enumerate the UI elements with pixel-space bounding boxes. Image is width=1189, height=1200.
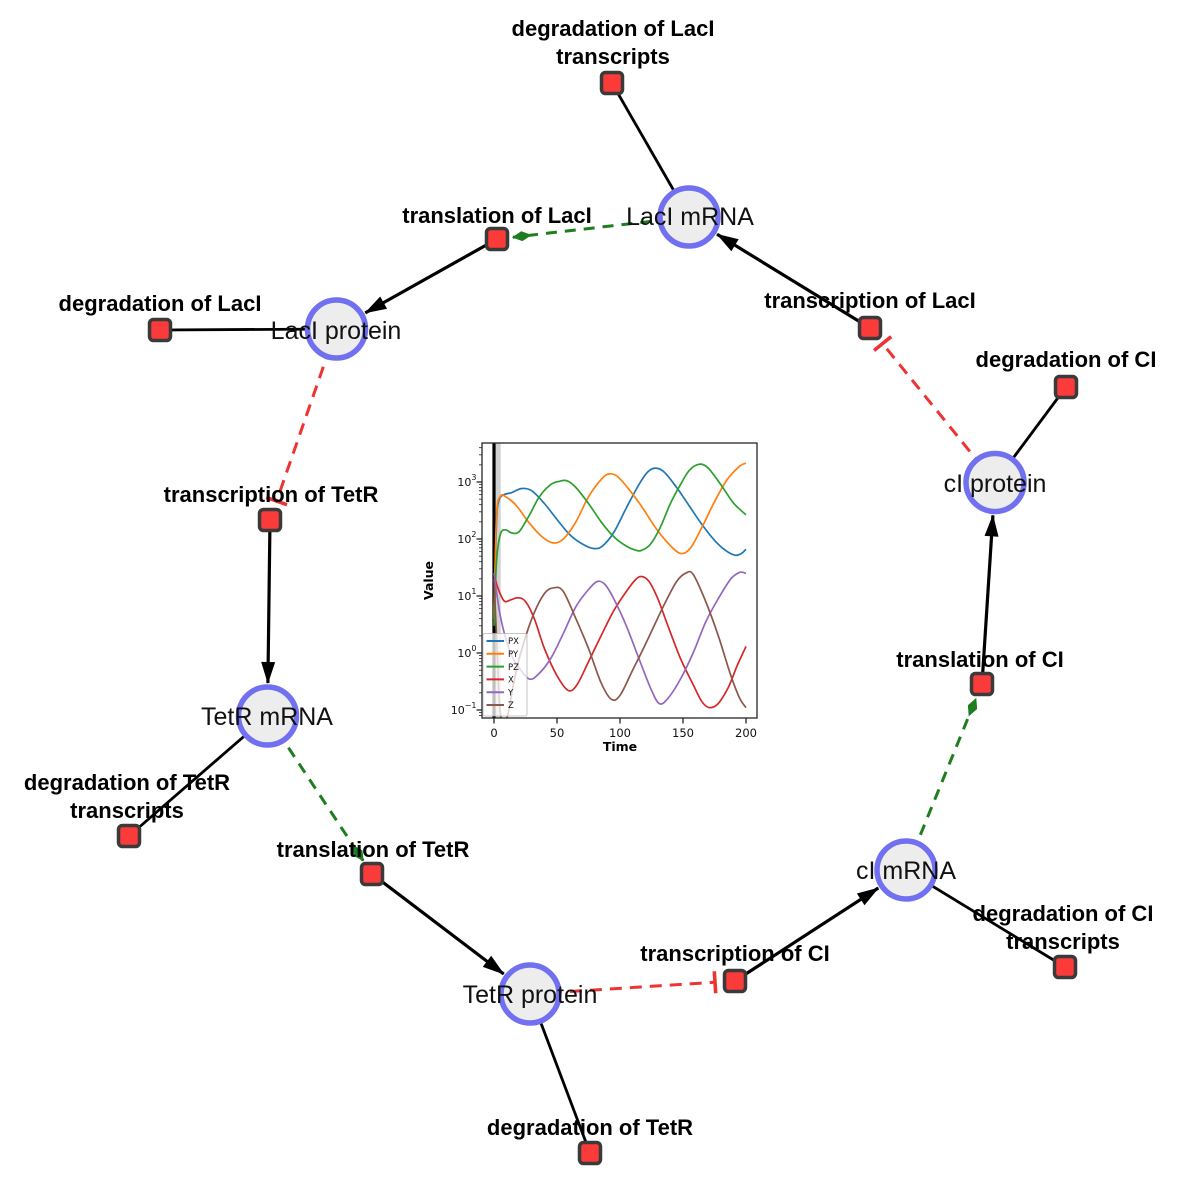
reaction-label: transcripts bbox=[556, 44, 670, 69]
species-label: LacI mRNA bbox=[626, 203, 754, 231]
edges bbox=[128, 82, 1068, 1154]
legend-entry-pz: PZ bbox=[508, 663, 519, 673]
reaction-label: degradation of LacI bbox=[59, 291, 262, 316]
reaction-node-transcription-of-ci bbox=[722, 968, 748, 994]
y-tick-label: 103 bbox=[457, 473, 476, 489]
y-tick-label: 100 bbox=[457, 644, 476, 660]
labels: degradation of LacI transcripts translat… bbox=[24, 16, 1157, 1140]
reaction-label: transcripts bbox=[1006, 929, 1120, 954]
reaction-node-translation-of-tetr bbox=[359, 861, 385, 887]
reaction-label: transcription of LacI bbox=[764, 288, 975, 313]
reaction-label: degradation of TetR bbox=[24, 770, 230, 795]
reaction-label: degradation of TetR bbox=[487, 1115, 693, 1140]
y-tick-label: 10−1 bbox=[451, 701, 477, 717]
legend-entry-x: X bbox=[508, 676, 514, 686]
species-label: TetR protein bbox=[463, 981, 598, 1009]
x-tick-label: 150 bbox=[672, 726, 694, 740]
species-node-laci-protein bbox=[304, 297, 369, 361]
reaction-node-transcription-of-tetr bbox=[257, 507, 283, 533]
species-node-tetr-protein bbox=[498, 962, 562, 1026]
edge-transcription-laci-to-laci-mrna bbox=[716, 232, 871, 330]
reaction-node-degradation-of-tetr bbox=[577, 1140, 603, 1166]
edge-translation-laci-to-laci-protein bbox=[364, 237, 498, 315]
reaction-node-transcription-of-laci bbox=[857, 315, 883, 341]
species-label: cI protein bbox=[944, 470, 1047, 498]
species-node-ci-protein bbox=[963, 450, 1027, 515]
species-node-tetr-mrna bbox=[235, 684, 300, 748]
edge-translation-tetr-to-tetr-protein bbox=[371, 872, 505, 976]
species-node-ci-mrna bbox=[874, 838, 938, 902]
series-PZ-curve bbox=[493, 463, 747, 626]
edge-transcription-ci-to-ci-mrna bbox=[734, 886, 880, 983]
reaction-node-degradation-of-laci bbox=[147, 317, 173, 343]
species-label: cI mRNA bbox=[856, 857, 956, 885]
chart-curves bbox=[493, 462, 747, 718]
reaction-label: translation of CI bbox=[896, 647, 1063, 672]
x-axis-title: Time bbox=[603, 739, 637, 754]
edge-translation-ci-to-ci-protein bbox=[980, 514, 999, 685]
edge-transcription-tetr-to-tetr-mrna bbox=[261, 519, 276, 684]
series-X-curve bbox=[493, 573, 747, 709]
x-tick-label: 0 bbox=[490, 726, 497, 740]
initial-transient-band bbox=[493, 443, 501, 718]
reaction-nodes bbox=[116, 70, 1079, 1166]
reaction-label: transcription of TetR bbox=[164, 482, 379, 507]
legend-entry-px: PX bbox=[508, 637, 519, 647]
axis-ticks bbox=[476, 447, 747, 724]
reaction-label: degradation of CI bbox=[976, 347, 1157, 372]
reaction-node-translation-of-laci bbox=[484, 226, 510, 252]
reaction-node-translation-of-ci bbox=[969, 671, 995, 697]
reaction-label: degradation of CI bbox=[973, 901, 1154, 926]
y-axis-title: Value bbox=[421, 561, 436, 600]
series-Y-curve bbox=[493, 571, 747, 705]
species-node-laci-mrna bbox=[657, 185, 721, 249]
inset-chart: 0 50 100 150 200 103 102 101 100 10−1 Ti… bbox=[421, 442, 758, 754]
legend-entry-z: Z bbox=[508, 701, 514, 711]
x-tick-label: 100 bbox=[609, 726, 631, 740]
reaction-node-degradation-of-laci-transcripts bbox=[599, 70, 625, 96]
x-tick-label: 200 bbox=[735, 726, 757, 740]
y-tick-label: 101 bbox=[457, 587, 476, 603]
reaction-node-degradation-of-tetr-transcripts bbox=[116, 823, 142, 849]
x-tick-label: 50 bbox=[550, 726, 565, 740]
edge-ci-mrna-catalyzes-translation-ci bbox=[904, 697, 978, 871]
series-Z-curve bbox=[493, 570, 747, 718]
legend-box bbox=[482, 633, 528, 717]
legend-entry-py: PY bbox=[508, 650, 519, 660]
reaction-label: transcripts bbox=[70, 798, 184, 823]
reaction-label: transcription of CI bbox=[640, 941, 829, 966]
y-tick-label: 102 bbox=[457, 530, 476, 546]
reaction-node-degradation-of-ci-transcripts bbox=[1052, 954, 1078, 980]
series-PX-curve bbox=[493, 467, 747, 614]
series-PY-curve bbox=[493, 462, 747, 619]
reaction-label: translation of TetR bbox=[277, 837, 470, 862]
reaction-label: degradation of LacI bbox=[512, 16, 715, 41]
reaction-label: translation of LacI bbox=[402, 203, 591, 228]
species-label: LacI protein bbox=[271, 317, 402, 345]
reaction-node-degradation-of-ci bbox=[1053, 374, 1079, 400]
species-label: TetR mRNA bbox=[201, 703, 333, 731]
species-nodes bbox=[235, 185, 1027, 1026]
chart-legend: PX PY PZ X Y Z bbox=[482, 633, 528, 717]
legend-entry-y: Y bbox=[507, 688, 514, 698]
